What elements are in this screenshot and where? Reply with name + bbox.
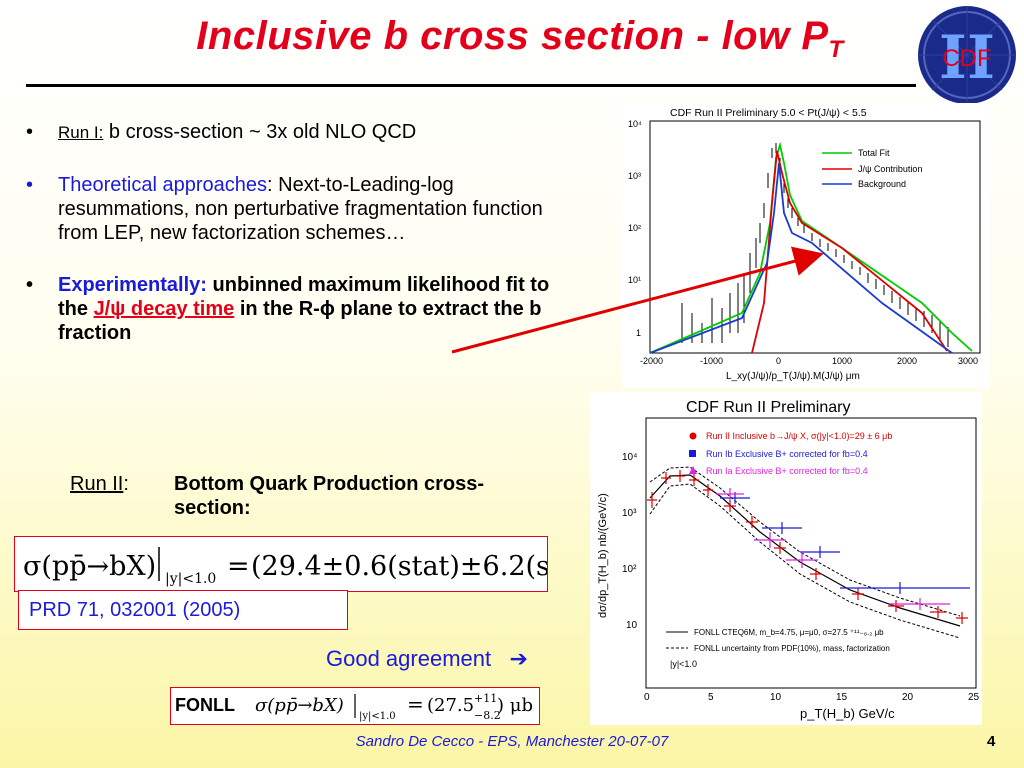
plot1-xtick: -2000 — [640, 356, 663, 366]
prd-reference: PRD 71, 032001 (2005) — [18, 590, 348, 630]
plot2-legend-run1a: Run Ia Exclusive B+ corrected for fb=0.4 — [706, 466, 868, 476]
fonll-expr: σ(pp̄→bX) — [255, 695, 344, 716]
plot2-xtick: 20 — [902, 692, 914, 703]
page-number: 4 — [987, 733, 996, 750]
run2-label: Run II — [70, 473, 124, 495]
cross-section-formula: σ(pp̄→bX) |y|<1.0 = (29.4±0.6(stat)±6.2(… — [14, 536, 643, 592]
plot2-ytick: 10³ — [622, 508, 637, 519]
plot1-xtick: 0 — [776, 356, 781, 366]
plot1-ytick: 10⁴ — [628, 119, 642, 129]
plot2-xtick: 25 — [968, 692, 980, 703]
run2-block: Run II: Bottom Quark Production cross-se… — [70, 472, 484, 519]
title-subscript: T — [828, 36, 844, 63]
plot2-note-1: FONLL CTEQ6M, m_b=4.75, μ=μ0, σ=27.5 ⁺¹¹… — [694, 628, 884, 637]
good-agreement-text: Good agreement — [326, 646, 492, 671]
run2-colon: : — [123, 473, 129, 495]
plot2-xlabel: p_T(H_b) GeV/c — [800, 706, 895, 721]
plot2-ytick: 10⁴ — [622, 452, 637, 463]
lxy-fit-plot: CDF Run II Preliminary 5.0 < Pt(J/ψ) < 5… — [622, 103, 990, 388]
footer-text: Sandro De Cecco - EPS, Manchester 20-07-… — [355, 733, 669, 750]
plot2-ylabel: dσ/dp_T(H_b) nb/(GeV/c) — [597, 493, 609, 618]
plot2-note-2: FONLL uncertainty from PDF(10%), mass, f… — [694, 644, 890, 653]
plot1-ytick: 10¹ — [628, 275, 641, 285]
bullet-experiment: • Experimentally: unbinned maximum likel… — [26, 274, 550, 344]
plot1-ytick: 1 — [636, 328, 641, 338]
slide-title: Inclusive b cross section - low PT — [120, 14, 920, 64]
cdf-logo: II CDF — [918, 6, 1016, 104]
plot2-xtick: 5 — [708, 692, 714, 703]
plot1-xlabel: L_xy(J/ψ)/p_T(J/ψ).M(J/ψ) μm — [726, 371, 860, 382]
plot1-legend-jpsi: J/ψ Contribution — [858, 164, 922, 174]
bullet-list: • Run I: b cross-section ~ 3x old NLO QC… — [26, 120, 576, 365]
run1-text: b cross-section ~ 3x old NLO QCD — [103, 121, 417, 143]
plot1-xtick: 1000 — [832, 356, 852, 366]
theory-label: Theoretical approaches — [58, 174, 268, 196]
formula-rhs: (29.4±0.6(stat)±6.2(sys)) μb — [251, 551, 547, 582]
plot2-ytick: 10² — [622, 564, 637, 575]
fonll-formula: FONLL σ(pp̄→bX) |y|<1.0 = (27.5 +11 −8.2… — [170, 687, 540, 725]
plot1-xtick: 3000 — [958, 356, 978, 366]
cdf-logo-glyph: II — [939, 23, 995, 93]
formula-eq: = — [227, 551, 250, 582]
fonll-unit: ) μb — [497, 695, 533, 716]
title-text: Inclusive b cross section - low P — [196, 14, 829, 58]
experiment-label: Experimentally: — [58, 274, 207, 296]
bullet-run1: • Run I: b cross-section ~ 3x old NLO QC… — [26, 121, 417, 143]
fonll-down: −8.2 — [474, 709, 501, 722]
fonll-eq: = — [407, 692, 424, 716]
jpsi-decay-time: J/ψ decay time — [93, 298, 235, 320]
plot1-title: CDF Run II Preliminary 5.0 < Pt(J/ψ) < 5… — [670, 107, 867, 119]
fonll-up: +11 — [474, 692, 497, 705]
plot1-legend-total: Total Fit — [858, 148, 890, 158]
run2-text: Bottom Quark Production cross-section: — [174, 473, 485, 519]
plot1-xtick: -1000 — [700, 356, 723, 366]
plot1-legend-background: Background — [858, 179, 906, 189]
plot2-xtick: 15 — [836, 692, 848, 703]
theory-text: : Next-to-Leading-log resummations, non … — [58, 174, 543, 244]
formula-lhs: σ(pp̄→bX) — [23, 551, 156, 582]
good-agreement: Good agreement ➔ — [326, 646, 528, 672]
plot2-legend-run2: Run II Inclusive b→J/ψ X, σ(|y|<1.0)=29 … — [706, 431, 892, 441]
title-rule — [26, 84, 916, 87]
fonll-value: (27.5 — [427, 695, 474, 716]
formula-cut: |y|<1.0 — [165, 571, 216, 587]
run1-label: Run I: — [58, 123, 104, 142]
plot2-xtick: 10 — [770, 692, 782, 703]
plot2-legend-run1b: Run Ib Exclusive B+ corrected for fb=0.4 — [706, 449, 868, 459]
cross-section-plot: CDF Run II Preliminary 10⁴ 10³ 10² 10 0 … — [590, 392, 982, 725]
plot2-title: CDF Run II Preliminary — [686, 399, 850, 416]
bullet-theory: • Theoretical approaches: Next-to-Leadin… — [26, 174, 543, 244]
plot2-ytick: 10 — [626, 620, 638, 631]
fonll-cut: |y|<1.0 — [359, 711, 396, 722]
fonll-label: FONLL — [175, 695, 235, 715]
plot2-note-3: |y|<1.0 — [670, 659, 697, 669]
cdf-logo-text: CDF — [942, 45, 991, 72]
plot1-xtick: 2000 — [897, 356, 917, 366]
plot1-ytick: 10² — [628, 223, 641, 233]
plot1-ytick: 10³ — [628, 171, 641, 181]
arrow-right-icon: ➔ — [509, 646, 528, 671]
plot2-xtick: 0 — [644, 692, 650, 703]
